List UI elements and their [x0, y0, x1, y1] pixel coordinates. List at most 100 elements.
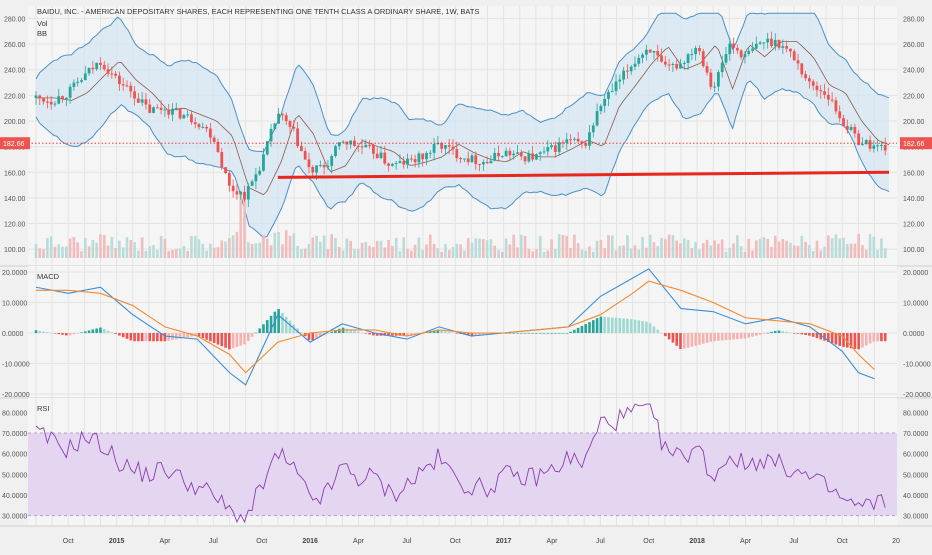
- macd-histogram-bar: [573, 329, 576, 333]
- candle-body: [663, 61, 667, 65]
- indicator-label-vol[interactable]: Vol: [37, 19, 48, 28]
- macd-histogram-bar: [178, 333, 182, 339]
- macd-histogram-bar: [538, 333, 542, 334]
- volume-bar: [80, 251, 83, 258]
- candle-body: [110, 73, 114, 75]
- volume-bar: [834, 234, 838, 258]
- candle-body: [580, 141, 584, 144]
- macd-histogram-bar: [773, 330, 777, 333]
- volume-bar: [61, 246, 64, 258]
- candle-body: [375, 153, 379, 158]
- candle-body: [296, 128, 299, 147]
- macd-title[interactable]: MACD: [37, 272, 60, 281]
- volume-bar: [372, 247, 375, 258]
- candle-body: [315, 165, 318, 173]
- volume-bar: [209, 243, 212, 258]
- macd-histogram-bar: [110, 332, 114, 333]
- macd-histogram-bar: [626, 318, 629, 333]
- candle-body: [61, 96, 64, 100]
- support-trendline[interactable]: [277, 170, 890, 179]
- macd-histogram-bar: [148, 333, 152, 342]
- macd-histogram-bar: [675, 333, 678, 346]
- volume-bar: [254, 243, 258, 258]
- candle-body: [318, 165, 322, 167]
- rsi-line: [35, 403, 886, 524]
- macd-histogram-bar: [106, 330, 110, 333]
- price-tick-left: 100.00: [4, 247, 26, 254]
- macd-histogram-bar: [641, 320, 644, 333]
- macd-histogram-bar: [235, 333, 239, 347]
- macd-histogram-bar: [265, 320, 269, 333]
- candle-body: [99, 62, 102, 65]
- candle-body: [451, 146, 455, 150]
- volume-bar: [645, 247, 648, 258]
- bollinger-upper: [35, 12, 890, 153]
- candle-body: [133, 91, 136, 99]
- volume-bar: [265, 238, 269, 258]
- candle-body: [861, 144, 864, 146]
- volume-bar: [83, 237, 87, 258]
- volume-bar: [57, 244, 61, 258]
- macd-tick-right: 0.0000: [903, 331, 925, 338]
- volume-bar: [565, 235, 569, 258]
- candle-body: [610, 91, 614, 93]
- macd-histogram-bar: [576, 327, 580, 333]
- candle-body: [876, 145, 880, 147]
- candle-body: [739, 50, 743, 58]
- volume-bar: [375, 240, 379, 258]
- x-tick-label: 2017: [496, 538, 512, 545]
- candle-body: [842, 118, 845, 127]
- macd-histogram-bar: [72, 333, 76, 335]
- volume-bar: [557, 234, 561, 258]
- rsi-title[interactable]: RSI: [37, 404, 50, 413]
- macd-histogram-bar: [808, 333, 811, 336]
- macd-histogram-bar: [857, 333, 860, 350]
- macd-histogram-bar: [68, 333, 72, 336]
- macd-histogram-bar: [182, 333, 186, 339]
- volume-bar: [402, 237, 406, 258]
- volume-bar: [349, 240, 352, 258]
- candle-body: [182, 115, 186, 119]
- macd-histogram-bar: [842, 333, 845, 347]
- candle-body: [838, 111, 842, 119]
- volume-bar: [334, 237, 337, 258]
- volume-bar: [159, 235, 163, 258]
- volume-bar: [626, 235, 629, 258]
- x-tick-label: Apr: [160, 538, 172, 545]
- candle-body: [523, 156, 527, 162]
- candle-body: [125, 85, 129, 87]
- volume-bar: [277, 232, 280, 258]
- macd-histogram-bar: [250, 333, 254, 337]
- indicator-label-bb[interactable]: BB: [37, 29, 47, 38]
- candle-body: [720, 62, 724, 73]
- x-tick-label: Oct: [450, 538, 461, 545]
- x-tick-label: Apr: [353, 538, 365, 545]
- macd-histogram-bar: [652, 326, 656, 333]
- volume-bar: [307, 243, 311, 258]
- candle-body: [106, 69, 110, 74]
- macd-histogram-bar: [288, 320, 292, 333]
- volume-bar: [842, 237, 845, 258]
- macd-histogram-bar: [845, 333, 849, 348]
- candle-body: [516, 152, 519, 154]
- macd-histogram-bar: [61, 333, 64, 335]
- volume-bar: [95, 242, 98, 258]
- macd-histogram-bar: [736, 333, 739, 340]
- volume-bar: [102, 234, 106, 258]
- candle-body: [644, 49, 648, 55]
- candle-body: [576, 138, 580, 142]
- volume-bar: [758, 238, 762, 258]
- volume-bar: [421, 250, 424, 258]
- candle-body: [766, 38, 770, 43]
- volume-bar: [474, 238, 478, 258]
- x-tick-label: Oct: [256, 538, 267, 545]
- volume-bar: [91, 240, 95, 258]
- candle-body: [599, 105, 603, 112]
- macd-histogram-bar: [747, 333, 751, 338]
- macd-histogram-bar: [478, 333, 481, 336]
- macd-histogram-bar: [637, 320, 641, 333]
- volume-bar: [455, 243, 459, 258]
- macd-histogram-bar: [284, 316, 288, 333]
- candle-body: [626, 70, 629, 72]
